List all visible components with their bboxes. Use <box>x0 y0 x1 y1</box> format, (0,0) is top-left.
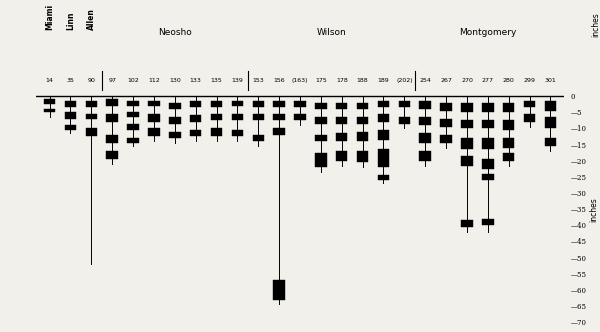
Bar <box>336 151 347 161</box>
Bar <box>190 116 202 122</box>
Bar <box>315 103 326 109</box>
Bar <box>127 124 139 130</box>
Bar <box>503 138 514 148</box>
Bar <box>127 112 139 117</box>
Bar <box>274 101 285 108</box>
Bar <box>357 151 368 162</box>
Text: inches: inches <box>591 12 600 37</box>
Bar <box>378 130 389 140</box>
Bar <box>253 101 264 108</box>
Bar <box>482 103 494 112</box>
Bar <box>545 101 556 111</box>
Bar <box>169 131 181 138</box>
Bar <box>44 109 55 112</box>
Bar <box>503 153 514 161</box>
Bar <box>232 101 243 106</box>
Bar <box>169 103 181 109</box>
Bar <box>398 117 410 124</box>
Bar <box>148 114 160 122</box>
Bar <box>86 114 97 119</box>
Bar <box>378 101 389 108</box>
Bar <box>503 103 514 112</box>
Y-axis label: inches: inches <box>589 197 598 221</box>
Bar <box>357 131 368 141</box>
Bar <box>482 219 494 225</box>
Bar <box>357 103 368 109</box>
Bar <box>232 114 243 120</box>
Bar <box>419 151 431 161</box>
Bar <box>545 117 556 128</box>
Bar <box>398 101 410 108</box>
Bar <box>86 101 97 108</box>
Bar <box>106 151 118 159</box>
Bar <box>461 138 473 149</box>
Bar <box>461 103 473 112</box>
Bar <box>106 114 118 122</box>
Bar <box>106 99 118 106</box>
Bar <box>274 114 285 120</box>
Bar <box>524 114 535 122</box>
Bar <box>482 120 494 128</box>
Bar <box>294 101 306 108</box>
Bar <box>294 114 306 120</box>
Bar <box>461 220 473 227</box>
Bar <box>336 117 347 124</box>
Bar <box>378 149 389 167</box>
Bar <box>253 114 264 120</box>
Bar <box>419 101 431 109</box>
Bar <box>336 103 347 109</box>
Bar <box>86 128 97 136</box>
Bar <box>545 138 556 146</box>
Bar <box>336 133 347 141</box>
Bar <box>65 101 76 108</box>
Bar <box>315 135 326 141</box>
Bar <box>378 114 389 122</box>
Text: Miami: Miami <box>45 4 54 30</box>
Bar <box>127 101 139 106</box>
Bar <box>461 120 473 128</box>
Bar <box>190 130 202 136</box>
Bar <box>274 280 285 299</box>
Bar <box>357 117 368 124</box>
Text: Wilson: Wilson <box>316 28 346 37</box>
Bar <box>190 101 202 108</box>
Text: Neosho: Neosho <box>158 28 191 37</box>
Bar <box>440 119 452 127</box>
Bar <box>148 128 160 136</box>
Bar <box>148 101 160 106</box>
Bar <box>419 133 431 143</box>
Text: Linn: Linn <box>66 11 75 30</box>
Bar <box>211 128 222 136</box>
Bar <box>65 112 76 119</box>
Bar <box>482 174 494 180</box>
Bar <box>524 101 535 108</box>
Bar <box>440 135 452 143</box>
Bar <box>253 135 264 141</box>
Bar <box>65 125 76 130</box>
Bar <box>169 117 181 124</box>
Bar <box>211 101 222 108</box>
Text: Montgomery: Montgomery <box>459 28 517 37</box>
Bar <box>274 128 285 135</box>
Bar <box>503 120 514 130</box>
Bar <box>232 130 243 136</box>
Bar <box>482 138 494 149</box>
Bar <box>211 114 222 120</box>
Bar <box>482 159 494 169</box>
Bar <box>315 153 326 167</box>
Bar <box>378 175 389 180</box>
Text: Allen: Allen <box>87 8 96 30</box>
Bar <box>44 99 55 104</box>
Bar <box>419 117 431 125</box>
Bar <box>315 117 326 124</box>
Bar <box>106 135 118 143</box>
Bar <box>127 138 139 143</box>
Bar <box>461 156 473 166</box>
Bar <box>440 103 452 111</box>
